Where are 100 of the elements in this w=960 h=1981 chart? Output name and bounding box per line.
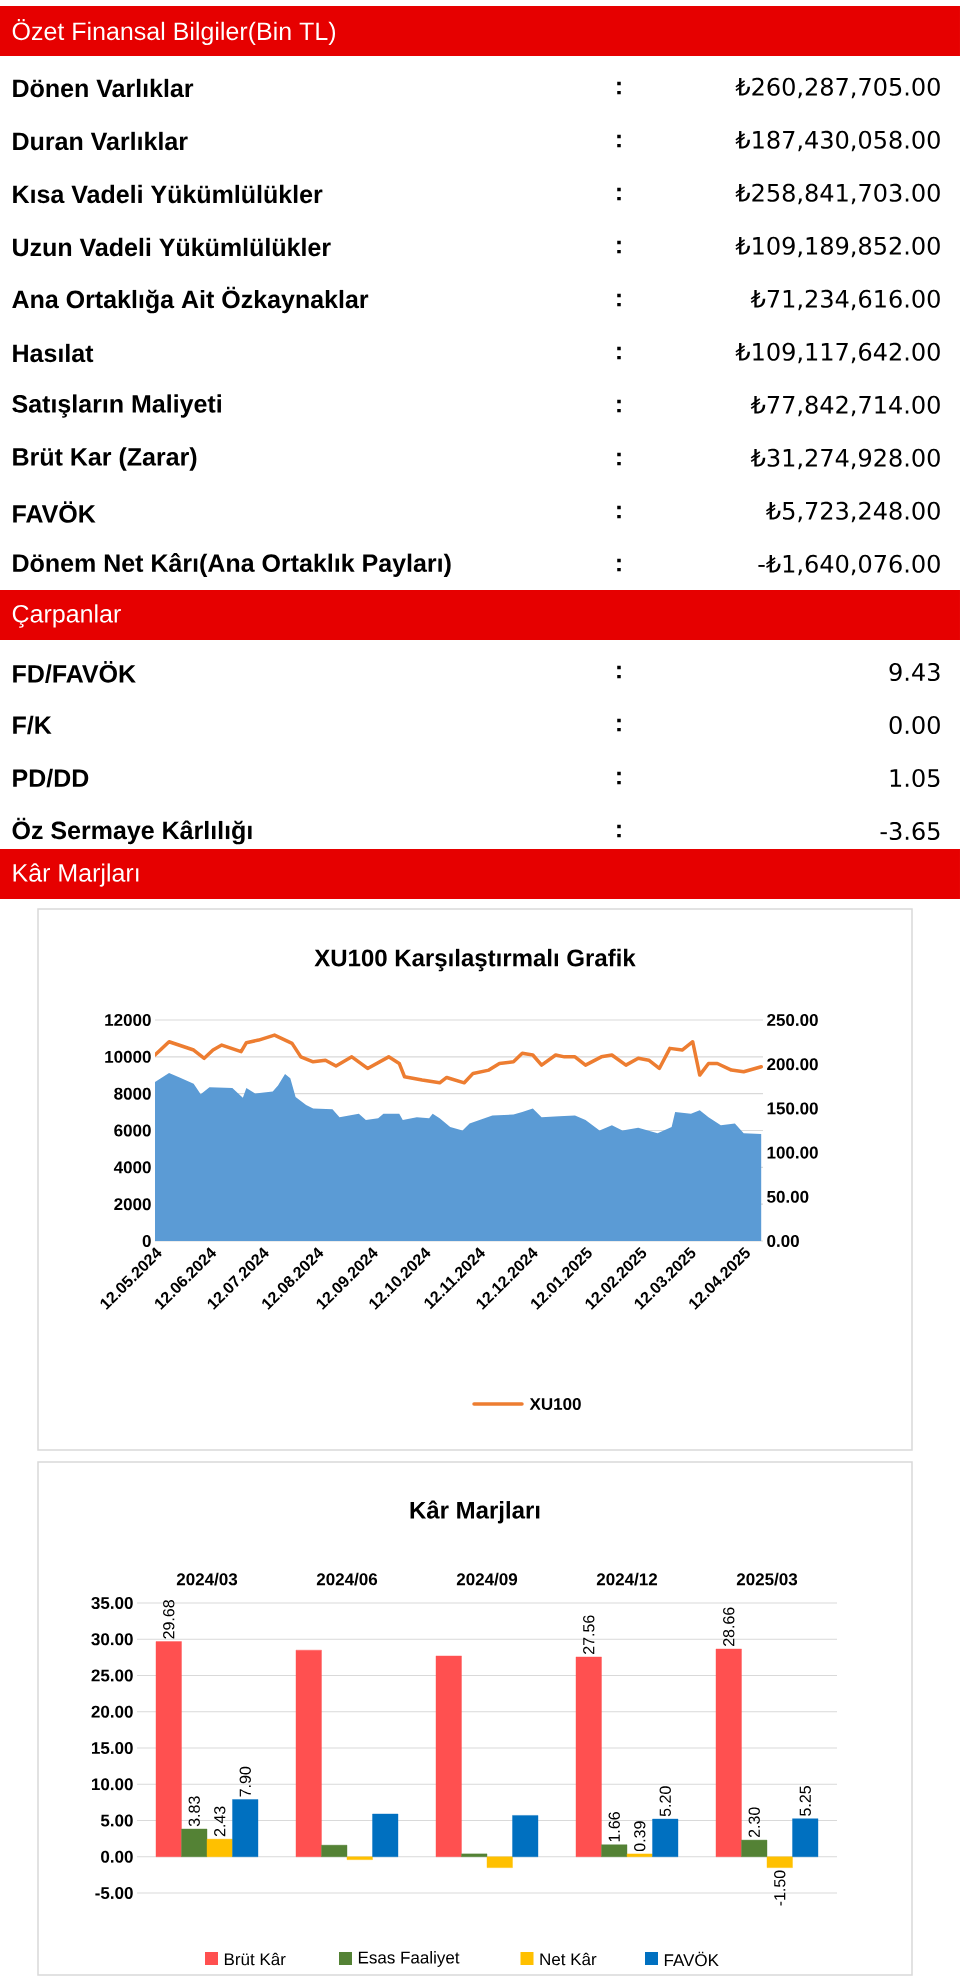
- y-tick-label: 4000: [113, 1161, 151, 1174]
- text: ₺77,842,714.00: [750, 395, 940, 417]
- y2-tick-label: 150.00: [767, 1102, 818, 1115]
- data-label: 2.43: [214, 1806, 226, 1837]
- category-label: Dönen Varlıklar: [13, 78, 194, 98]
- text: 1.05: [890, 768, 940, 788]
- category-label: F/K: [13, 715, 52, 735]
- chart-title: Kâr Marjları: [410, 1500, 540, 1524]
- text: ₺31,274,928.00: [750, 448, 940, 470]
- text: -3.65: [880, 821, 940, 841]
- text: :: [617, 665, 621, 679]
- text: ₺71,234,616.00: [750, 289, 940, 311]
- y-tick-label: 8000: [114, 1087, 151, 1100]
- data-label: 27.56: [583, 1615, 595, 1654]
- category-label: Kısa Vadeli Yükümlülükler: [13, 184, 323, 204]
- text: :: [617, 824, 621, 838]
- y-tick-label: 0: [142, 1234, 151, 1248]
- data-label: 2.30: [748, 1807, 760, 1838]
- data-label: 5.25: [799, 1786, 811, 1816]
- text: :: [617, 718, 621, 732]
- y2-tick-label: 200.00: [767, 1058, 818, 1071]
- y2-tick-label: 0.00: [767, 1234, 799, 1248]
- text: :: [617, 346, 621, 360]
- bar: [372, 1813, 399, 1857]
- y-tick-label: 0.00: [101, 1850, 133, 1863]
- category-label: FD/FAVÖK: [13, 661, 136, 683]
- y-tick-label: 6000: [114, 1124, 151, 1137]
- text: :: [617, 452, 621, 466]
- y-tick-label: 10000: [105, 1050, 151, 1063]
- text: Özet Finansal Bilgiler(Bin TL): [12, 18, 336, 46]
- category-label: Brüt Kar (Zarar): [13, 447, 197, 471]
- bar: [155, 1641, 182, 1857]
- text: ₺258,841,703.00: [735, 183, 940, 205]
- x-tick-label: 2024/12: [596, 1572, 658, 1586]
- y2-tick-label: 100.00: [767, 1146, 818, 1159]
- bar: [232, 1799, 259, 1857]
- text: :: [617, 81, 621, 95]
- data-label: 0.39: [634, 1821, 646, 1852]
- text: :: [617, 293, 621, 307]
- text: ₺109,117,642.00: [735, 342, 940, 364]
- x-tick-label: 2024/03: [176, 1572, 238, 1586]
- chart-title: XU100 Karşılaştırmalı Grafik: [314, 948, 636, 972]
- text: 9.43: [889, 662, 940, 682]
- bar: [512, 1815, 539, 1857]
- y-tick-label: 5.00: [100, 1814, 133, 1827]
- bar: [181, 1828, 208, 1857]
- bar: [792, 1818, 819, 1857]
- bar: [295, 1649, 322, 1857]
- bar: [206, 1838, 233, 1857]
- y-tick-label: 20.00: [91, 1705, 133, 1718]
- data-label: -1.50: [774, 1870, 786, 1906]
- category-label: Satışların Maliyeti: [12, 394, 221, 418]
- x-tick-label: 2024/09: [456, 1572, 518, 1586]
- text: 0.00: [889, 715, 940, 735]
- legend-label: Brüt Kâr: [224, 1952, 286, 1966]
- data-label: 28.66: [723, 1607, 735, 1646]
- text: Çarpanlar: [12, 604, 121, 628]
- category-label: Duran Varlıklar: [13, 131, 188, 151]
- bar: [346, 1856, 373, 1860]
- x-tick-label: 2024/06: [316, 1572, 378, 1586]
- y-tick-label: -5.00: [95, 1886, 133, 1900]
- bar: [741, 1839, 768, 1857]
- bar: [486, 1856, 513, 1868]
- bar: [766, 1856, 793, 1868]
- legend-label: XU100: [529, 1397, 581, 1411]
- line-series: [155, 1033, 763, 1085]
- category-label: Dönem Net Kârı(Ana Ortaklık Payları): [13, 553, 451, 577]
- text: :: [617, 134, 621, 148]
- legend-label: FAVÖK: [664, 1951, 719, 1967]
- bar: [652, 1818, 679, 1857]
- text: ₺5,723,248.00: [766, 501, 940, 523]
- category-label: Ana Ortaklığa Ait Özkaynaklar: [12, 286, 369, 314]
- bar: [575, 1656, 602, 1857]
- bar: [601, 1844, 628, 1857]
- data-label: 1.66: [608, 1812, 620, 1842]
- y-tick-label: 10.00: [91, 1778, 133, 1791]
- text: :: [617, 187, 621, 201]
- data-label: 29.68: [163, 1600, 175, 1639]
- category-label: FAVÖK: [13, 501, 96, 523]
- category-label: Hasılat: [13, 343, 94, 363]
- y-tick-label: 30.00: [91, 1633, 133, 1646]
- y-tick-label: 15.00: [91, 1741, 133, 1755]
- y2-tick-label: 250.00: [767, 1013, 818, 1027]
- data-label: 3.83: [188, 1796, 200, 1827]
- bar: [626, 1853, 653, 1857]
- legend-label: Esas Faaliyet: [358, 1951, 460, 1967]
- y-tick-label: 12000: [105, 1013, 151, 1027]
- text: :: [617, 399, 621, 413]
- data-label: 5.20: [659, 1786, 671, 1817]
- x-tick-label: 2025/03: [736, 1572, 798, 1586]
- text: Kâr Marjları: [13, 863, 139, 887]
- category-label: Öz Sermaye Kârlılığı: [12, 817, 252, 845]
- text: ₺109,189,852.00: [735, 236, 940, 258]
- text: ₺187,430,058.00: [735, 130, 940, 152]
- text: ₺260,287,705.00: [735, 77, 940, 99]
- text: :: [617, 558, 621, 572]
- bar: [715, 1648, 742, 1857]
- y2-tick-label: 50.00: [767, 1190, 809, 1203]
- legend-label: Net Kâr: [540, 1952, 597, 1966]
- data-label: 7.90: [239, 1766, 251, 1797]
